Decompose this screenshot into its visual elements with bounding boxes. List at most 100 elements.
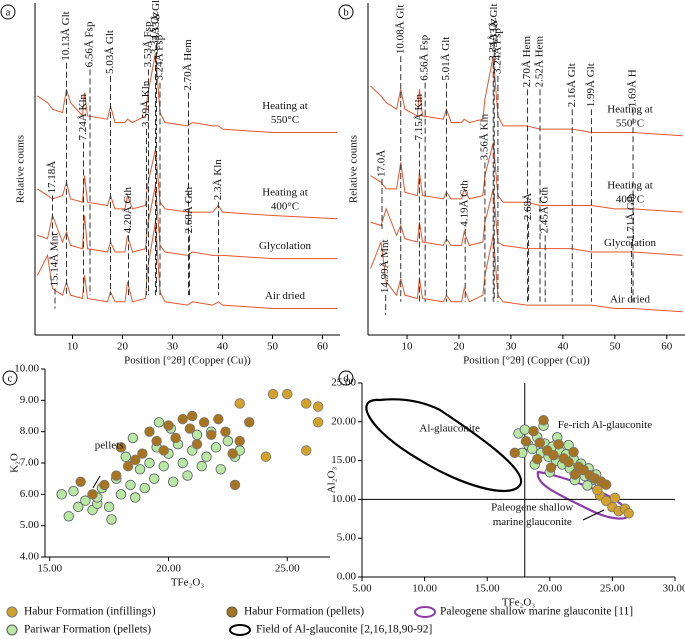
point: [609, 492, 621, 504]
xrd-trace: [370, 56, 683, 137]
trace-label: Glycolation: [259, 240, 311, 252]
point: [187, 410, 198, 422]
y-tick-label: 5.00: [337, 532, 357, 544]
y-tick-label: 15.00: [331, 454, 356, 466]
peak-label: 3.56Å Kln: [478, 113, 490, 160]
point: [196, 460, 207, 472]
point: [201, 451, 212, 462]
point: [206, 429, 217, 441]
point: [149, 473, 160, 484]
y-tick-label: 4.00: [20, 551, 40, 563]
trace-label: Glycolation: [604, 237, 656, 249]
x-tick-label: 25.00: [275, 563, 300, 575]
point: [244, 417, 255, 428]
x-tick-label: 10: [67, 341, 79, 353]
annotation: marine glauconite: [493, 516, 572, 528]
y-tick-label: 0.00: [337, 571, 357, 583]
point: [75, 476, 86, 488]
xrd-trace: [37, 148, 338, 220]
point: [519, 424, 530, 435]
y-tick-label: 5.00: [20, 519, 40, 531]
y-tick-label: 20.00: [331, 415, 356, 427]
point: [111, 470, 122, 481]
trace-label: Heating at: [262, 100, 308, 112]
point: [80, 495, 91, 506]
point: [623, 508, 634, 519]
annotation: pellets: [95, 439, 124, 451]
point: [234, 398, 245, 409]
point: [122, 460, 134, 472]
point: [158, 445, 169, 456]
point: [184, 423, 196, 434]
point: [177, 413, 188, 425]
arrow: [92, 475, 101, 489]
point: [301, 398, 312, 409]
x-tick-label: 25.00: [600, 583, 625, 595]
panel-letter: d: [343, 373, 349, 385]
peak-label: 3.59Å Kln: [140, 80, 152, 127]
point: [115, 442, 127, 453]
x-tick-label: 20: [453, 341, 465, 353]
point: [282, 388, 293, 400]
x-tick-label: 50: [267, 341, 279, 353]
panel-letter: b: [343, 7, 349, 19]
peak-label: 5.03Å Glt: [104, 30, 116, 74]
y-tick-label: 8.00: [20, 425, 40, 437]
y-axis-title: Relative counts: [348, 135, 360, 203]
x-tick-label: 60: [317, 341, 329, 353]
panel-letter: a: [6, 7, 11, 19]
x-tick-label: 15.00: [475, 583, 500, 595]
x-tick-label: 60: [661, 341, 673, 353]
peak-label: 17.0Å: [376, 150, 388, 177]
point: [520, 436, 532, 447]
point: [151, 435, 162, 447]
peak-label: 2.3Å Kln: [212, 159, 224, 200]
point: [144, 457, 155, 469]
x-axis-title: Position [°2θ] (Copper (Cu)): [124, 355, 251, 367]
point: [120, 451, 131, 462]
peak-label: 3.24Å Fsp: [491, 28, 503, 74]
point: [215, 464, 226, 475]
trace-label: Heating at: [262, 186, 308, 198]
point: [582, 480, 593, 491]
point: [177, 457, 188, 469]
trace-label: 550°C: [271, 114, 299, 126]
x-tick-label: 10.00: [412, 583, 437, 595]
xrd-trace: [37, 52, 338, 133]
peak-label: 14.99Å Mnt: [379, 239, 391, 293]
point: [137, 448, 148, 459]
y-tick-label: 10.00: [14, 363, 39, 375]
point: [528, 425, 539, 437]
point: [563, 439, 574, 451]
point: [312, 401, 324, 412]
point: [191, 439, 203, 450]
peak-label: 3.34Å Qz: [487, 18, 499, 61]
peak-label: 2.70Å Hem: [521, 36, 533, 88]
point: [220, 426, 231, 437]
point: [153, 417, 165, 428]
peak-label: 17.18Å: [46, 161, 58, 194]
point: [538, 415, 549, 426]
x-axis-title: Position [°2θ] (Copper (Cu)): [463, 355, 590, 367]
point: [103, 501, 115, 513]
legend-marker: [414, 606, 436, 618]
legend-label: Habur Formation (infillings): [24, 606, 156, 618]
legend: Habur Formation (infillings) Habur Forma…: [6, 606, 633, 636]
y-axis-title: Al₂O₃: [326, 467, 338, 494]
x-tick-label: 40: [557, 341, 569, 353]
legend-marker: [226, 606, 238, 618]
trace-label: Heating at: [607, 180, 653, 192]
xrd-trace: [37, 222, 338, 309]
point: [87, 489, 98, 500]
trace-label: 400°C: [271, 200, 299, 212]
point: [73, 501, 84, 513]
x-tick-label: 20.00: [156, 563, 181, 575]
peak-label: 2.68Å: [522, 193, 534, 220]
y-tick-label: 10.00: [331, 493, 356, 505]
point: [267, 388, 279, 400]
peak-label: 3.53Å Fsp: [142, 21, 154, 67]
point: [227, 448, 238, 459]
x-axis-title: TFe₂O₃: [171, 577, 204, 589]
legend-label: Pariwar Formation (pellets): [24, 624, 151, 636]
y-axis-title: Relative counts: [15, 135, 27, 203]
